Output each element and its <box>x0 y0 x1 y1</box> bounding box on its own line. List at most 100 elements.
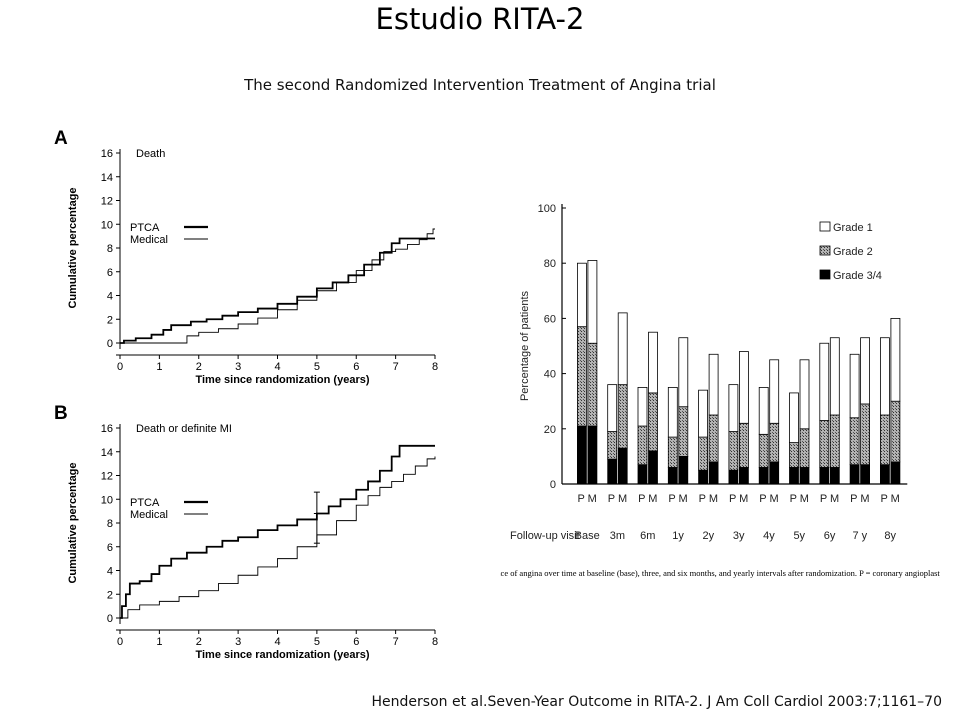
panel-letter: B <box>54 403 68 424</box>
bar-grade-2-m <box>738 422 749 468</box>
group-tick-label: P M <box>759 493 778 505</box>
series-line-ptca <box>120 237 435 344</box>
y-tick-label: 20 <box>544 424 556 436</box>
bar-grade-1-m <box>860 337 871 405</box>
x-tick-label: 1 <box>156 636 162 648</box>
bar-grade-3-4-p <box>849 464 860 485</box>
x-tick-label: 0 <box>117 636 123 648</box>
bar-grade-1-m <box>708 353 719 416</box>
bar-grade-2-p <box>849 417 860 466</box>
bar-grade-1-m <box>890 317 901 402</box>
legend-label: Grade 3/4 <box>833 270 882 282</box>
bar-grade-3-4-m <box>799 467 810 485</box>
bar-grade-2-p <box>758 433 769 468</box>
bar-grade-2-m <box>587 342 598 427</box>
x-axis-title: Time since randomization (years) <box>195 374 369 386</box>
y-tick-label: 0 <box>107 338 113 350</box>
bar-grade-2-m <box>678 406 689 457</box>
legend-label: Grade 1 <box>833 222 873 234</box>
x-tick-label: 3 <box>235 361 241 373</box>
y-tick-label: 12 <box>101 471 113 483</box>
legend-swatch <box>819 221 831 232</box>
y-tick-label: 16 <box>101 423 113 435</box>
bar-grade-2-m <box>648 392 658 452</box>
category-label: 1y <box>672 530 684 542</box>
bar-grade-1-m <box>648 331 658 394</box>
x-tick-label: 2 <box>196 361 202 373</box>
bar-grade-2-p <box>637 425 648 466</box>
bar-grade-3-4-p <box>758 467 769 485</box>
bar-grade-1-p <box>758 386 769 435</box>
bar-grade-3-4-m <box>678 455 689 485</box>
bar-grade-2-m <box>617 384 628 449</box>
panel-inner-label: Death or definite MI <box>136 423 232 435</box>
y-tick-label: 14 <box>101 172 113 184</box>
group-tick-label: P M <box>668 493 687 505</box>
x-tick-label: 4 <box>274 636 280 648</box>
bar-grade-3-4-m <box>648 450 658 485</box>
y-tick-label: 4 <box>107 566 113 578</box>
panel-inner-label: Death <box>136 148 165 160</box>
x-tick-label: 8 <box>432 361 438 373</box>
bar-grade-3-4-m <box>860 464 871 485</box>
legend-label: PTCA <box>130 497 160 509</box>
x-tick-label: 3 <box>235 636 241 648</box>
bar-grade-1-p <box>637 386 648 427</box>
citation: Henderson et al.Seven-Year Outcome in RI… <box>371 694 942 710</box>
category-label: 7 y <box>853 530 868 542</box>
y-tick-label: 10 <box>101 219 113 231</box>
y-tick-label: 6 <box>107 267 113 279</box>
bar-grade-3-4-m <box>890 461 901 485</box>
group-tick-label: P M <box>638 493 657 505</box>
group-tick-label: P M <box>790 493 809 505</box>
bar-grade-3-4-p <box>637 464 648 485</box>
bar-grade-3-4-m <box>769 461 780 485</box>
y-tick-label: 16 <box>101 148 113 160</box>
bar-grade-1-m <box>829 337 840 416</box>
y-axis-title: Cumulative percentage <box>67 187 79 308</box>
category-label: 6m <box>640 530 655 542</box>
x-tick-label: 6 <box>353 361 359 373</box>
bar-grade-2-p <box>698 436 709 471</box>
bar-grade-3-4-m <box>708 461 719 485</box>
x-tick-label: 6 <box>353 636 359 648</box>
legend-label: Medical <box>130 234 168 246</box>
x-tick-label: 8 <box>432 636 438 648</box>
category-label: 3m <box>610 530 625 542</box>
bar-grade-3-4-m <box>829 467 840 485</box>
bar-grade-1-m <box>617 312 628 386</box>
bar-grade-2-m <box>829 414 840 468</box>
x-tick-label: 7 <box>393 361 399 373</box>
category-label: 6y <box>824 530 836 542</box>
legend-swatch <box>819 269 831 280</box>
bar-grade-3-4-p <box>577 425 587 485</box>
bar-grade-1-m <box>799 359 810 430</box>
category-label: Base <box>575 530 600 542</box>
y-tick-label: 0 <box>550 479 556 491</box>
series-line-medical <box>120 456 436 619</box>
slide-subtitle: The second Randomized Intervention Treat… <box>244 76 716 94</box>
y-tick-label: 60 <box>544 313 556 325</box>
y-tick-label: 80 <box>544 258 556 270</box>
group-tick-label: P M <box>608 493 627 505</box>
series-line-medical <box>120 228 435 344</box>
category-label: 4y <box>763 530 775 542</box>
bar-grade-2-m <box>799 428 810 468</box>
bar-grade-1-m <box>769 359 780 424</box>
group-tick-label: P M <box>820 493 839 505</box>
x-tick-label: 0 <box>117 361 123 373</box>
bar-grade-3-4-p <box>698 469 709 485</box>
bar-grade-1-p <box>879 337 890 416</box>
y-tick-label: 4 <box>107 291 113 303</box>
x-tick-label: 2 <box>196 636 202 648</box>
bar-grade-3-4-p <box>789 467 799 485</box>
group-tick-label: P M <box>699 493 718 505</box>
bar-grade-2-p <box>819 420 830 468</box>
bar-grade-3-4-p <box>879 464 890 485</box>
category-label: 3y <box>733 530 745 542</box>
figure-caption: Figure 3. Prevalence of angina over time… <box>500 568 940 578</box>
bar-grade-3-4-m <box>617 447 628 485</box>
group-tick-label: P M <box>577 493 596 505</box>
bar-grade-1-p <box>577 262 587 328</box>
panel-letter: A <box>54 128 68 149</box>
